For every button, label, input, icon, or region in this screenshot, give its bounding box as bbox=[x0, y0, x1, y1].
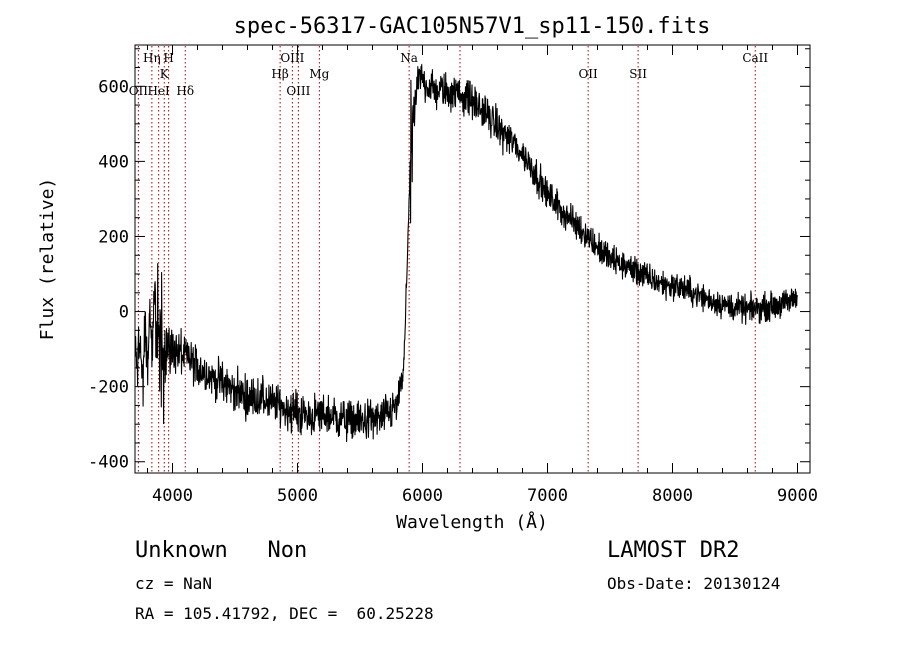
spectral-line-label: Hβ bbox=[271, 67, 288, 81]
y-tick-label: 600 bbox=[98, 77, 129, 97]
spectral-line-label: OII bbox=[578, 67, 598, 81]
spectral-line-label: OIII bbox=[280, 51, 304, 65]
spectral-line-label: Na bbox=[400, 51, 418, 65]
y-tick-label: 400 bbox=[98, 152, 129, 172]
y-tick-label: -200 bbox=[88, 378, 129, 398]
y-tick-label: -400 bbox=[88, 453, 129, 473]
spectral-line-label: OII bbox=[129, 84, 149, 98]
spectral-line-label: HeI bbox=[147, 84, 170, 98]
x-tick-label: 4000 bbox=[152, 486, 193, 506]
y-tick-label: 200 bbox=[98, 227, 129, 247]
spectral-line-label: CaII bbox=[742, 51, 768, 65]
spectral-line-label: SII bbox=[629, 67, 647, 81]
x-tick-label: 8000 bbox=[652, 486, 693, 506]
x-axis: 4000 5000 6000 7000 8000 9000 bbox=[147, 45, 818, 506]
spectral-line-label: Hδ bbox=[176, 84, 194, 98]
chart-title: spec-56317-GAC105N57V1_sp11-150.fits bbox=[234, 14, 711, 39]
obs-date-label: Obs-Date: 20130124 bbox=[607, 574, 781, 593]
x-tick-label: 9000 bbox=[777, 486, 818, 506]
spectral-line-label: OIII bbox=[286, 84, 310, 98]
spectral-line-label: Hη bbox=[143, 51, 161, 65]
x-tick-label: 6000 bbox=[402, 486, 443, 506]
x-axis-label: Wavelength (Å) bbox=[396, 511, 548, 533]
coordinates-label: RA = 105.41792, DEC = 60.25228 bbox=[135, 604, 434, 623]
y-tick-label: 0 bbox=[119, 303, 129, 323]
spectrum-line bbox=[134, 64, 798, 443]
spectral-line-label: Mg bbox=[309, 67, 329, 81]
x-tick-label: 7000 bbox=[527, 486, 568, 506]
spectral-line-label: H bbox=[163, 51, 173, 65]
spectral-line-label: K bbox=[160, 67, 170, 81]
spectrum-chart: spec-56317-GAC105N57V1_sp11-150.fits OII… bbox=[37, 14, 818, 533]
survey-label: LAMOST DR2 bbox=[607, 538, 740, 563]
y-axis-label: Flux (relative) bbox=[37, 178, 58, 341]
redshift-label: cz = NaN bbox=[135, 574, 213, 593]
spectral-line-markers: OII Hη HeI KH Hδ Hβ OIII OIII Mg Na OII SII CaII bbox=[129, 46, 768, 472]
spectrum-series bbox=[134, 64, 798, 443]
y-axis: -400 -200 0 200 400 600 bbox=[88, 48, 810, 473]
object-class: Unknown Non bbox=[135, 538, 308, 563]
x-tick-label: 5000 bbox=[277, 486, 318, 506]
